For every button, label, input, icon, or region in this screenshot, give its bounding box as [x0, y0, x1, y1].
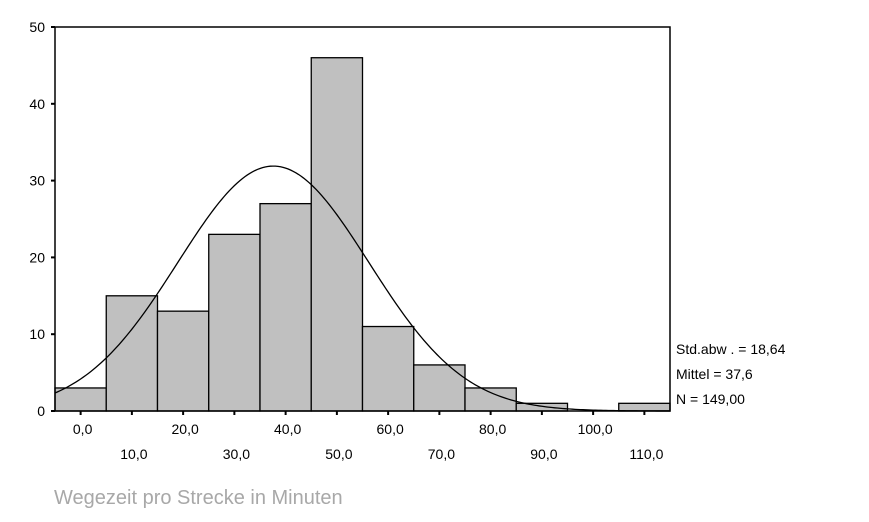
x-tick-label: 20,0: [172, 421, 199, 437]
histogram-bar: [54, 387, 107, 412]
x-tick-label: 10,0: [120, 446, 147, 462]
y-tick-label: 0: [37, 403, 45, 419]
x-axis: 0,0 20,0 40,0 60,0 80,0 100,0 10,0 30,0 50,0 70,0…: [73, 411, 664, 462]
histogram-bar: [156, 310, 210, 412]
x-tick-label: 110,0: [629, 446, 663, 462]
histogram-bar: [618, 402, 671, 412]
stats-sd: Std.abw . = 18,64: [676, 341, 786, 357]
y-tick-label: 20: [29, 249, 45, 265]
y-tick-label: 10: [29, 326, 45, 342]
stats-n: N = 149,00: [676, 391, 745, 407]
x-tick-label: 90,0: [530, 446, 557, 462]
histogram-bar: [310, 57, 364, 412]
histogram-bar: [208, 233, 261, 412]
x-tick-label: 70,0: [428, 446, 455, 462]
stats-mean: Mittel = 37,6: [676, 366, 753, 382]
x-tick-label: 80,0: [479, 421, 506, 437]
normal-distribution-curve: [54, 165, 671, 412]
histogram-bar: [515, 402, 569, 412]
histogram-bar: [259, 202, 312, 412]
x-tick-label: 30,0: [223, 446, 250, 462]
histogram-bar: [361, 325, 415, 412]
x-tick-label: 100,0: [578, 421, 613, 437]
y-axis: 0 10 20 30 40 50: [29, 19, 55, 419]
y-tick-label: 40: [29, 96, 45, 112]
histogram-bars: [54, 57, 671, 412]
histogram-bar: [105, 295, 159, 412]
x-tick-label: 60,0: [377, 421, 404, 437]
y-tick-label: 50: [29, 19, 45, 35]
plot-frame: [54, 26, 671, 412]
x-tick-label: 40,0: [274, 421, 301, 437]
x-tick-label: 0,0: [73, 421, 93, 437]
x-axis-title: Wegezeit pro Strecke in Minuten: [54, 487, 343, 509]
y-tick-label: 30: [29, 173, 45, 189]
histogram-bar: [413, 364, 466, 412]
x-tick-label: 50,0: [325, 446, 352, 462]
